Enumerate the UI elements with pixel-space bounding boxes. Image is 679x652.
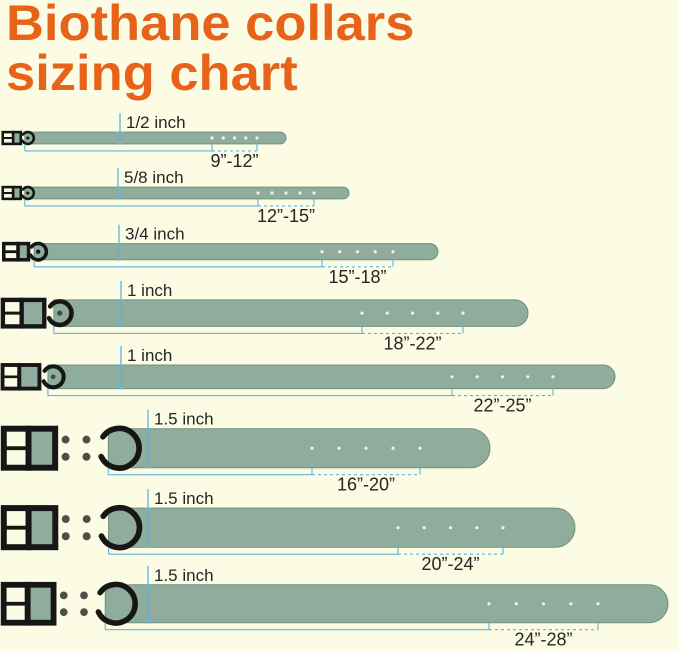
svg-text:18”-22”: 18”-22” [383, 333, 441, 353]
svg-text:1/2 inch: 1/2 inch [126, 113, 186, 132]
svg-text:5/8 inch: 5/8 inch [124, 168, 184, 187]
svg-text:22”-25”: 22”-25” [473, 396, 531, 416]
svg-text:1.5 inch: 1.5 inch [154, 489, 214, 508]
svg-text:1.5 inch: 1.5 inch [154, 566, 214, 585]
svg-text:24”-28”: 24”-28” [514, 630, 572, 650]
svg-text:12”-15”: 12”-15” [257, 206, 315, 226]
svg-text:16”-20”: 16”-20” [337, 475, 395, 495]
svg-text:15”-18”: 15”-18” [328, 267, 386, 287]
svg-text:1.5 inch: 1.5 inch [154, 410, 214, 429]
svg-text:3/4 inch: 3/4 inch [125, 225, 185, 244]
svg-text:1 inch: 1 inch [127, 281, 172, 300]
svg-text:1 inch: 1 inch [127, 346, 172, 365]
svg-text:9”-12”: 9”-12” [210, 151, 258, 171]
svg-text:20”-24”: 20”-24” [421, 554, 479, 574]
